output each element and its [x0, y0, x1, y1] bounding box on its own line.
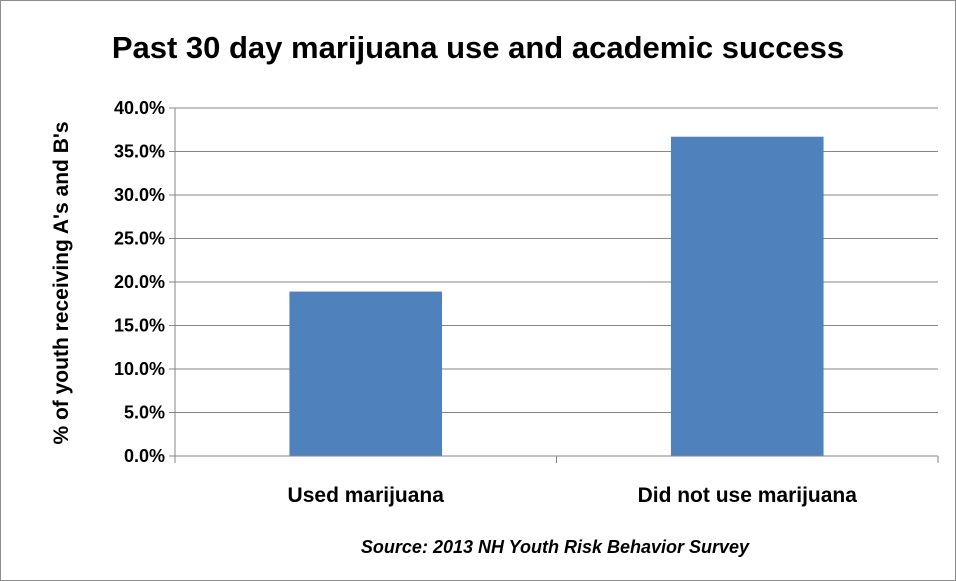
y-tick-label: 10.0%: [114, 359, 165, 379]
x-category-label: Used marijuana: [288, 484, 445, 507]
chart-title: Past 30 day marijuana use and academic s…: [111, 30, 845, 65]
axes: [169, 107, 939, 463]
source-note: Source: 2013 NH Youth Risk Behavior Surv…: [360, 537, 750, 557]
y-tick-label: 20.0%: [114, 272, 165, 292]
bar-2: [670, 136, 824, 456]
y-tick-label: 5.0%: [124, 403, 165, 423]
y-tick-label: 0.0%: [124, 446, 165, 466]
y-tick-label: 40.0%: [114, 98, 165, 118]
y-tick-label: 30.0%: [114, 185, 165, 205]
y-tick-label: 25.0%: [114, 229, 165, 249]
labels: 0.0% 5.0% 10.0% 15.0% 20.0% 25.0% 30.0% 35.0% 40…: [114, 98, 857, 507]
x-category-label: Did not use marijuana: [638, 484, 858, 507]
y-tick-label: 35.0%: [114, 142, 165, 162]
bars: [289, 136, 824, 456]
y-tick-label: 15.0%: [114, 316, 165, 336]
y-axis-title: % of youth receiving A's and B's: [50, 121, 73, 444]
bar-1: [289, 291, 443, 456]
